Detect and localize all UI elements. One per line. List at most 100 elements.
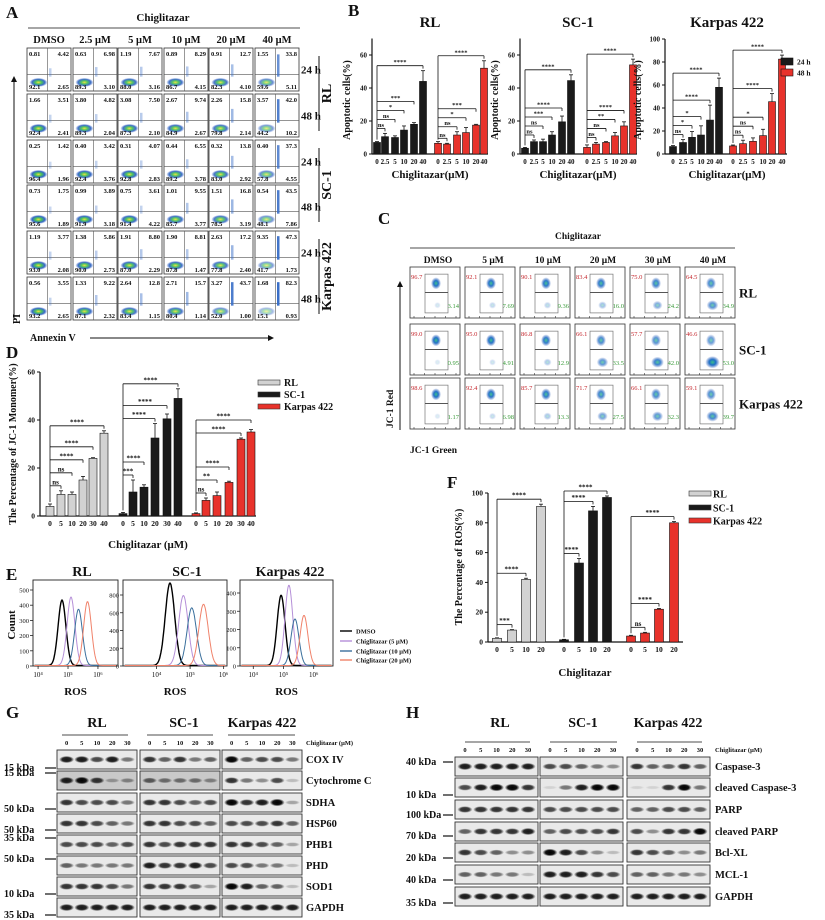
quadrant-ur-value: 5.86 — [104, 234, 116, 241]
quadrant-lr-value: 4.55 — [286, 176, 298, 183]
apoptotic-cell-population — [95, 250, 98, 260]
histogram-curve-3 — [241, 615, 332, 666]
y-axis-label: The Percentage of JC-1 Monomer(%) — [8, 363, 19, 524]
apoptotic-cell-population — [186, 249, 189, 260]
quadrant-ur-value: 7.67 — [149, 51, 161, 58]
dose-label: 30 — [207, 740, 214, 747]
x-tick-label: 10⁵ — [63, 671, 73, 679]
flow-plot-annexin-pi: 2.63 17.2 77.8 2.40 — [208, 230, 254, 275]
quadrant-ur-value: 6.98 — [104, 51, 116, 58]
panel-c-title: Chiglitazar — [555, 232, 602, 242]
jc1-red-percentage: 95.0 — [466, 331, 477, 338]
y-tick-label: 60 — [653, 82, 661, 90]
live-cell-population — [29, 306, 48, 316]
apoptotic-cell-population — [49, 206, 52, 214]
blot-strip — [626, 864, 711, 885]
protein-band — [692, 827, 708, 836]
jc1-green-percentage: 1.17 — [448, 414, 460, 421]
live-cell-population — [75, 77, 94, 87]
quadrant-ur-value: 33.8 — [286, 51, 298, 58]
protein-band — [89, 862, 105, 869]
apoptotic-cell-population — [277, 145, 280, 169]
apoptotic-cell-population — [231, 282, 234, 306]
panel-a-column-header: 40 μM — [263, 35, 292, 46]
bar — [749, 141, 757, 155]
quadrant-ll-value: 87.0 — [120, 267, 131, 274]
quadrant-ul-value: 0.73 — [29, 188, 41, 195]
flow-plot-jc1: 96.7 3.14 — [409, 266, 461, 319]
protein-band — [104, 755, 120, 764]
legend-label: 48 h — [797, 69, 811, 78]
quadrant-lr-value: 1.89 — [58, 221, 70, 228]
x-tick-label: 0 — [436, 158, 440, 166]
x-tick-label: 10 — [140, 519, 148, 528]
x-tick-label: 0 — [731, 158, 735, 166]
bar — [453, 134, 461, 155]
y-tick-label: 400 — [109, 628, 119, 635]
bar — [558, 121, 566, 155]
x-tick-label: 2.5 — [530, 158, 539, 166]
jc1-monomer-population — [652, 300, 663, 310]
jc1-red-percentage: 90.1 — [521, 274, 532, 281]
protein-band — [269, 798, 285, 807]
flow-plot-annexin-pi: 1.01 9.55 85.7 3.77 — [163, 184, 209, 229]
live-cell-population — [29, 260, 48, 270]
quadrant-ll-value: 82.3 — [211, 84, 223, 91]
quadrant-ll-value: 86.7 — [166, 84, 178, 91]
protein-label: PHB1 — [306, 840, 333, 851]
quadrant-ur-value: 43.7 — [240, 280, 252, 287]
quadrant-ll-value: 89.3 — [75, 130, 87, 137]
blot-strip — [454, 842, 539, 863]
y-tick-label: 20 — [360, 118, 368, 126]
live-cell-population — [29, 169, 48, 179]
protein-band — [574, 763, 589, 770]
jc1-gate — [644, 273, 669, 314]
flow-plot-annexin-pi: 0.32 13.8 83.0 2.92 — [208, 139, 254, 184]
significance-label: *** — [123, 468, 134, 476]
jc1-monomer-population — [597, 411, 608, 421]
x-tick-label: 40 — [420, 158, 428, 166]
apoptotic-cell-population — [95, 205, 98, 214]
significance-label: **** — [455, 49, 468, 56]
protein-band — [74, 799, 90, 806]
quadrant-ul-value: 1.55 — [257, 51, 269, 58]
protein-band — [224, 841, 240, 848]
y-tick-label: 200 — [109, 646, 119, 653]
quadrant-ll-value: 84.9 — [166, 130, 178, 137]
protein-band — [89, 756, 105, 763]
quadrant-lr-value: 3.76 — [104, 176, 116, 183]
significance-label: ns — [735, 129, 742, 136]
pi-axis-arrow-head — [11, 76, 17, 82]
y-tick-label: 400 — [19, 603, 29, 610]
annexin-v-axis-label: Annexin V — [30, 333, 76, 344]
dose-label: 0 — [65, 740, 68, 747]
bar — [391, 137, 399, 155]
flow-plot-annexin-pi: 0.91 12.7 82.3 4.10 — [208, 47, 254, 92]
flow-plot-annexin-pi: 1.68 82.3 15.1 0.93 — [254, 276, 300, 321]
jc1-monomer-population — [705, 356, 720, 369]
flow-plot-annexin-pi: 1.33 9.22 87.1 2.32 — [72, 276, 118, 321]
y-tick-label: 200 — [19, 633, 29, 640]
y-tick-label: 60 — [508, 52, 516, 60]
protein-band — [239, 777, 255, 784]
blot-strip — [139, 792, 221, 813]
panel-c-column-header: 10 μM — [535, 256, 561, 266]
quadrant-ur-value: 9.55 — [195, 188, 207, 195]
blot-strip — [139, 834, 221, 855]
x-tick-label: 40 — [568, 158, 576, 166]
quadrant-lr-value: 2.08 — [58, 267, 70, 274]
y-tick-label: 500 — [19, 588, 29, 595]
dose-label: 5 — [651, 747, 655, 754]
quadrant-lr-value: 4.15 — [195, 84, 207, 91]
quadrant-lr-value: 2.29 — [149, 267, 161, 274]
protein-band — [520, 850, 536, 855]
quadrant-ul-value: 0.40 — [75, 143, 86, 150]
x-axis-label: Chiglitazar(μM) — [539, 169, 616, 181]
x-tick-label: 0 — [375, 158, 379, 166]
protein-band — [473, 892, 489, 901]
quadrant-ll-value: 87.8 — [166, 267, 178, 274]
protein-band — [74, 820, 90, 827]
x-tick-label: 20 — [225, 519, 233, 528]
protein-band — [59, 862, 75, 869]
quadrant-ul-value: 1.38 — [75, 234, 87, 241]
